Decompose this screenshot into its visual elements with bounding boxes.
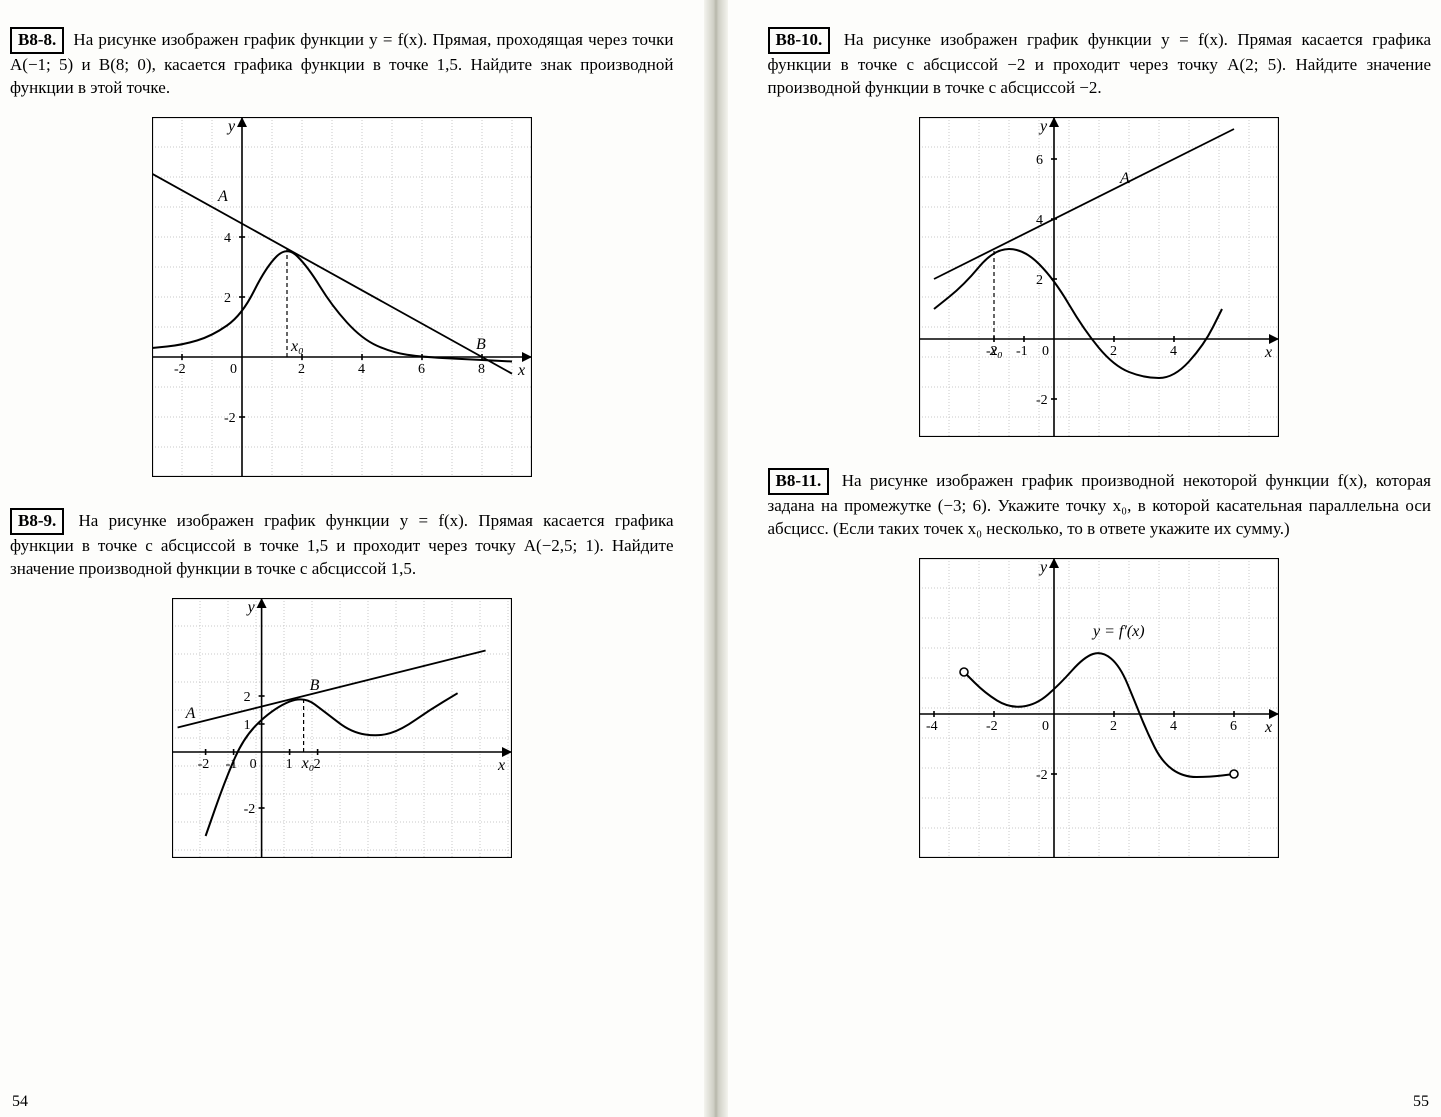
svg-text:6: 6: [1036, 153, 1043, 168]
svg-text:-2: -2: [1036, 768, 1048, 783]
svg-text:1: 1: [243, 718, 250, 733]
svg-text:x₀: x₀: [300, 755, 314, 772]
svg-text:y: y: [226, 118, 236, 135]
svg-text:y = f′(x): y = f′(x): [1091, 623, 1145, 640]
svg-text:x₀: x₀: [290, 338, 304, 355]
svg-text:-2: -2: [197, 757, 209, 772]
problem-label: B8-10.: [768, 27, 831, 54]
problem-text: B8-8. На рисунке изображен график функци…: [10, 27, 674, 100]
problem-b8-10: B8-10. На рисунке изображен график функц…: [768, 27, 1432, 442]
svg-text:x₀: x₀: [989, 342, 1003, 359]
svg-text:6: 6: [418, 362, 425, 377]
svg-text:A: A: [217, 188, 228, 205]
svg-text:6: 6: [1230, 719, 1237, 734]
svg-text:A: A: [1119, 170, 1130, 187]
svg-text:y: y: [245, 599, 255, 616]
problem-body: На рисунке изображен график функции y = …: [10, 30, 674, 97]
svg-text:x: x: [1264, 719, 1272, 736]
chart-svg: yx0-2-124-2246Ax₀: [919, 117, 1279, 437]
svg-text:y: y: [1038, 118, 1048, 135]
svg-text:2: 2: [1110, 344, 1117, 359]
svg-text:0: 0: [230, 362, 237, 377]
svg-text:4: 4: [1170, 719, 1177, 734]
problem-body: На рисунке изображен график функции y = …: [10, 511, 674, 578]
svg-text:4: 4: [224, 231, 231, 246]
svg-text:-4: -4: [926, 719, 938, 734]
svg-text:-2: -2: [224, 411, 236, 426]
chart-b8-9: yx0-2-112-212ABx₀: [10, 598, 674, 863]
svg-text:2: 2: [1036, 273, 1043, 288]
problem-label: B8-8.: [10, 27, 64, 54]
svg-text:-2: -2: [174, 362, 186, 377]
svg-text:x: x: [497, 757, 505, 774]
problem-text: B8-11. На рисунке изображен график произ…: [768, 468, 1432, 541]
svg-text:B: B: [476, 336, 486, 353]
svg-text:0: 0: [1042, 344, 1049, 359]
svg-text:y: y: [1038, 559, 1048, 576]
svg-text:2: 2: [243, 690, 250, 705]
svg-text:4: 4: [1170, 344, 1177, 359]
page-number-left: 54: [12, 1093, 28, 1111]
svg-text:2: 2: [313, 757, 320, 772]
svg-text:2: 2: [224, 291, 231, 306]
svg-text:x: x: [517, 362, 525, 379]
svg-text:A: A: [184, 705, 195, 722]
svg-text:2: 2: [1110, 719, 1117, 734]
page-right: B8-10. На рисунке изображен график функц…: [728, 0, 1441, 1117]
chart-b8-8: y x 0 -2 2 4 6 8 -2 2 4 A Bx₀: [10, 117, 674, 482]
svg-text:x: x: [1264, 344, 1272, 361]
svg-text:-1: -1: [1016, 344, 1028, 359]
page-number-right: 55: [1413, 1093, 1429, 1111]
svg-text:0: 0: [1042, 719, 1049, 734]
svg-text:-2: -2: [1036, 393, 1048, 408]
chart-svg: yx0-2-112-212ABx₀: [172, 598, 512, 858]
problem-b8-11: B8-11. На рисунке изображен график произ…: [768, 468, 1432, 863]
chart-b8-10: yx0-2-124-2246Ax₀: [768, 117, 1432, 442]
svg-text:0: 0: [249, 757, 256, 772]
svg-text:1: 1: [285, 757, 292, 772]
problem-body: На рисунке изображен график производной …: [768, 471, 1432, 538]
page-left: B8-8. На рисунке изображен график функци…: [0, 0, 704, 1117]
svg-text:8: 8: [478, 362, 485, 377]
svg-text:-2: -2: [243, 802, 255, 817]
chart-svg: y x 0 -4 -2 2 4 6 -2 y = f′(x): [919, 558, 1279, 858]
problem-b8-9: B8-9. На рисунке изображен график функци…: [10, 508, 674, 863]
chart-b8-11: y x 0 -4 -2 2 4 6 -2 y = f′(x): [768, 558, 1432, 863]
problem-b8-8: B8-8. На рисунке изображен график функци…: [10, 27, 674, 482]
problem-text: B8-9. На рисунке изображен график функци…: [10, 508, 674, 581]
problem-label: B8-9.: [10, 508, 64, 535]
problem-body: На рисунке изображен график функции y = …: [768, 30, 1432, 97]
svg-text:2: 2: [298, 362, 305, 377]
page-gutter: [704, 0, 728, 1117]
chart-svg: y x 0 -2 2 4 6 8 -2 2 4 A Bx₀: [152, 117, 532, 477]
problem-label: B8-11.: [768, 468, 830, 495]
svg-text:-2: -2: [986, 719, 998, 734]
svg-text:4: 4: [358, 362, 365, 377]
problem-text: B8-10. На рисунке изображен график функц…: [768, 27, 1432, 100]
svg-text:B: B: [309, 677, 319, 694]
